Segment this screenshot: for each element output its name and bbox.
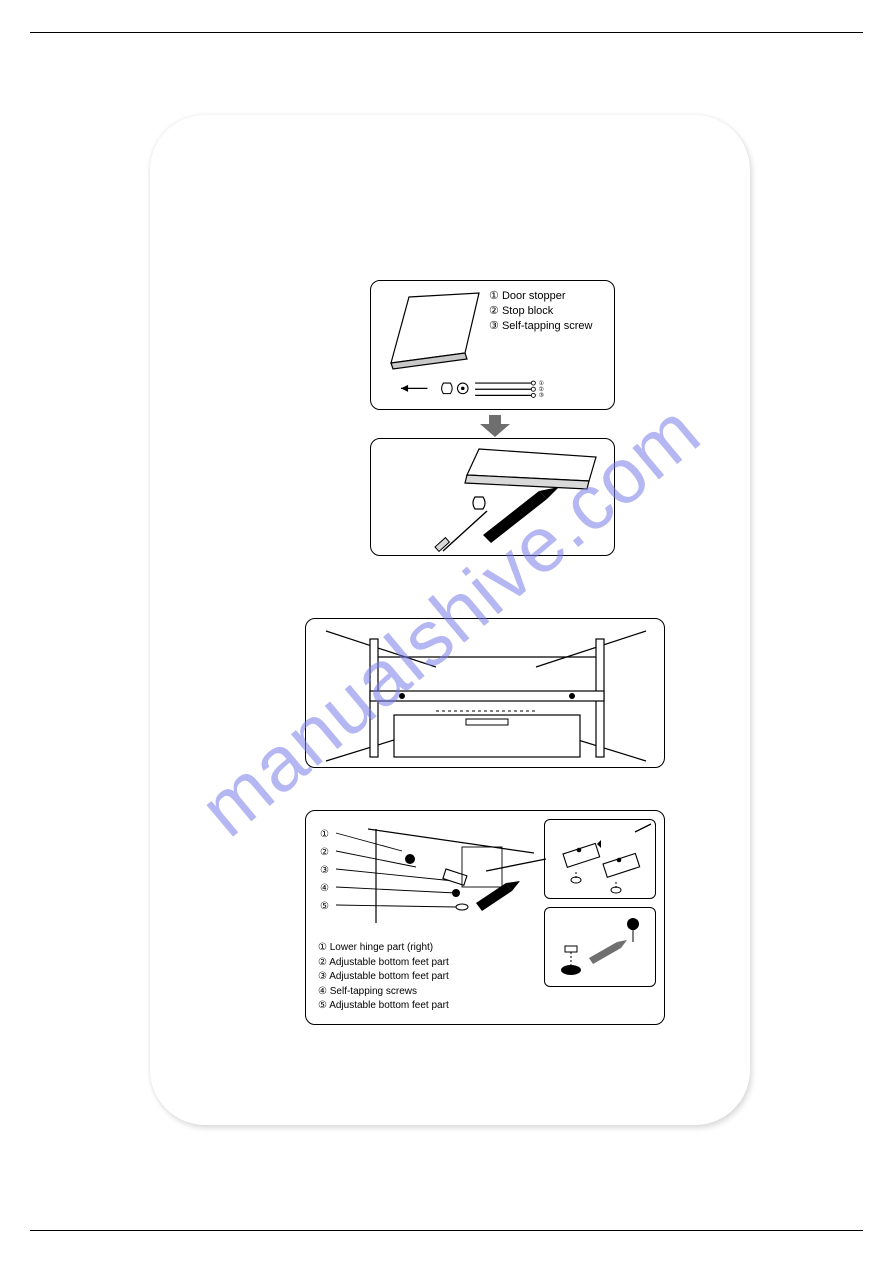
svg-text:③: ③ [539, 392, 545, 399]
svg-text:⑤: ⑤ [320, 901, 329, 912]
panel1-parts-row: ① ② ③ [401, 376, 551, 406]
panel1-label-1: ① Door stopper [489, 289, 592, 304]
arrow-down-icon [480, 415, 510, 437]
panel4-legend: ① Lower hinge part (right) ② Adjustable … [318, 941, 449, 1014]
panel4-legend-1: ① Lower hinge part (right) [318, 941, 449, 956]
panel3-illustration [306, 619, 665, 768]
svg-text:③: ③ [320, 865, 329, 876]
panel-door-stopper: ① Door stopper ② Stop block ③ Self-tappi… [370, 280, 615, 410]
panel-install-stopper [370, 438, 615, 556]
panel1-labels: ① Door stopper ② Stop block ③ Self-tappi… [489, 289, 592, 334]
panel1-label-2: ② Stop block [489, 304, 592, 319]
panel4-legend-5: ⑤ Adjustable bottom feet part [318, 999, 449, 1014]
svg-text:②: ② [320, 847, 329, 858]
svg-text:④: ④ [320, 883, 329, 894]
content-card: manualshive.com ① Door stopper ② Stop bl… [150, 115, 750, 1125]
page-rule-top [30, 32, 863, 33]
panel-lower-hinge: ① ② ③ ④ ⑤ [305, 810, 665, 1025]
panel1-label-3: ③ Self-tapping screw [489, 319, 592, 334]
panel4-legend-4: ④ Self-tapping screws [318, 985, 449, 1000]
panel4-inset-top-svg [545, 820, 657, 900]
panel4-inset-bottom [544, 907, 656, 987]
panel4-legend-3: ③ Adjustable bottom feet part [318, 970, 449, 985]
page-rule-bottom [30, 1230, 863, 1231]
svg-text:①: ① [320, 829, 329, 840]
panel2-illustration [371, 439, 615, 556]
panel4-legend-2: ② Adjustable bottom feet part [318, 956, 449, 971]
panel4-inset-bottom-svg [545, 908, 657, 988]
door-illustration [385, 291, 485, 376]
panel-fridge-front [305, 618, 665, 768]
panel4-inset-top [544, 819, 656, 899]
